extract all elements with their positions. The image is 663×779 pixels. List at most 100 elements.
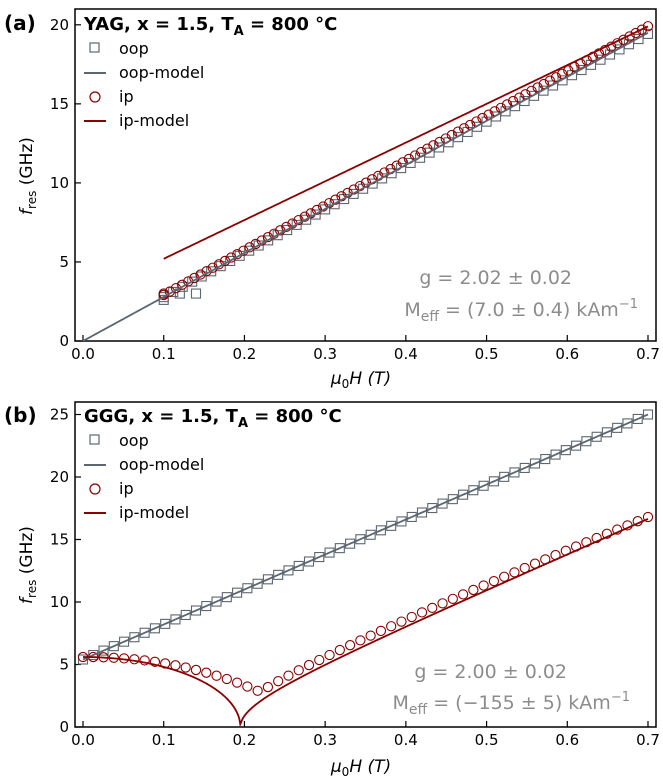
model-line-ip [163, 25, 649, 260]
data-point-oop [221, 592, 232, 603]
data-point-ip [314, 654, 325, 666]
data-point-ip [591, 532, 602, 544]
y-tick-label: 5 [59, 253, 69, 271]
data-point-ip [242, 681, 253, 692]
data-point-oop [170, 614, 181, 625]
y-tick-label: 15 [50, 95, 69, 113]
legend-label-ip-model: ip-model [119, 503, 189, 522]
data-point-ip [190, 664, 202, 676]
x-tick-label: 0.3 [313, 345, 337, 363]
x-tick-label: 0.1 [152, 345, 176, 363]
data-point-oop [283, 565, 294, 576]
data-point-oop [291, 219, 302, 230]
x-tick-label: 0.1 [152, 731, 176, 749]
x-tick-label: 0.0 [71, 731, 95, 749]
data-point-ip [283, 670, 294, 681]
data-point-oop [472, 121, 483, 132]
data-point-ip [624, 31, 635, 42]
data-point-oop [367, 178, 378, 189]
data-point-oop [149, 623, 160, 634]
data-point-ip [201, 667, 212, 678]
x-tick-label: 0.5 [475, 345, 499, 363]
data-point-oop [519, 462, 530, 474]
data-point-oop [160, 618, 171, 629]
data-point-ip [252, 685, 263, 696]
data-point-ip [375, 625, 387, 637]
data-point-oop [415, 152, 426, 163]
y-axis-label: fres (GHz) [17, 526, 39, 604]
data-point-oop [375, 525, 386, 536]
data-point-oop [108, 641, 119, 652]
y-tick-label: 10 [50, 174, 69, 192]
x-tick-label: 0.4 [394, 345, 418, 363]
data-point-oop [538, 85, 549, 96]
data-point-oop [416, 507, 428, 518]
legend-label-ip: ip [119, 479, 134, 498]
data-point-ip [427, 602, 438, 614]
legend-label-ip: ip [119, 87, 134, 106]
data-point-ip [636, 24, 648, 35]
data-point-ip [601, 528, 613, 539]
model-line-oop [82, 31, 649, 341]
data-point-oop [232, 587, 243, 598]
data-point-ip [211, 670, 222, 681]
g-factor-annotation: g = 2.02 ± 0.02 [419, 267, 572, 289]
x-tick-label: 0.6 [555, 345, 579, 363]
legend-marker-ip [89, 91, 101, 103]
data-point-oop [437, 498, 448, 509]
data-point-oop [468, 485, 479, 496]
ticks: 0.0 0.1 0.2 0.3 0.4 0.5 0.6 0.7 0 5 10 15 20 25 [50, 406, 660, 750]
data-point-oop [324, 547, 335, 558]
legend-label-oop-model: oop-model [119, 455, 204, 474]
legend-marker-ip [89, 483, 101, 495]
data-point-oop [478, 480, 489, 491]
data-point-oop [642, 409, 654, 420]
y-tick-label: 15 [50, 531, 69, 549]
x-tick-label: 0.7 [636, 731, 660, 749]
data-point-oop [453, 132, 464, 143]
data-point-ip [334, 644, 345, 656]
data-point-ip [180, 662, 191, 673]
data-point-oop [242, 583, 253, 594]
data-point-oop [263, 235, 274, 246]
meff-annotation: Meff = (−155 ± 5) kAm−1 [393, 690, 631, 718]
data-point-oop [540, 453, 551, 465]
x-tick-label: 0.5 [475, 731, 499, 749]
data-point-oop [386, 520, 397, 531]
data-point-oop [262, 574, 273, 585]
data-point-oop [458, 489, 469, 500]
data-point-oop [334, 543, 345, 554]
data-point-ip [563, 65, 574, 76]
data-point-ip [478, 580, 489, 591]
data-point-oop [510, 101, 521, 112]
data-point-ip [550, 72, 562, 83]
data-point-ip [457, 589, 469, 600]
data-point-oop [499, 471, 510, 482]
data-point-ip [324, 649, 335, 661]
data-point-ip [231, 677, 243, 688]
y-axis-label: fres (GHz) [17, 137, 39, 215]
plot-area [82, 21, 654, 341]
data-point-oop [581, 436, 592, 447]
legend-marker-oop [89, 434, 100, 445]
data-point-oop [529, 458, 541, 469]
meff-annotation: Meff = (7.0 ± 0.4) kAm−1 [404, 297, 638, 325]
model-line-ip [83, 518, 649, 727]
data-point-oop [129, 632, 140, 643]
x-tick-label: 0.0 [71, 345, 95, 363]
data-point-oop [345, 538, 356, 549]
data-point-ip [642, 511, 654, 523]
data-point-ip [557, 68, 568, 79]
y-tick-label: 0 [59, 718, 69, 736]
data-point-oop [557, 75, 568, 86]
x-tick-label: 0.6 [555, 731, 579, 749]
x-tick-label: 0.7 [636, 345, 660, 363]
data-point-oop [180, 609, 191, 621]
data-point-ip [630, 27, 641, 39]
data-point-oop [591, 431, 602, 442]
y-tick-label: 20 [50, 16, 69, 34]
data-point-oop [601, 427, 612, 438]
plot-frame [74, 401, 657, 728]
data-point-oop [519, 95, 530, 107]
